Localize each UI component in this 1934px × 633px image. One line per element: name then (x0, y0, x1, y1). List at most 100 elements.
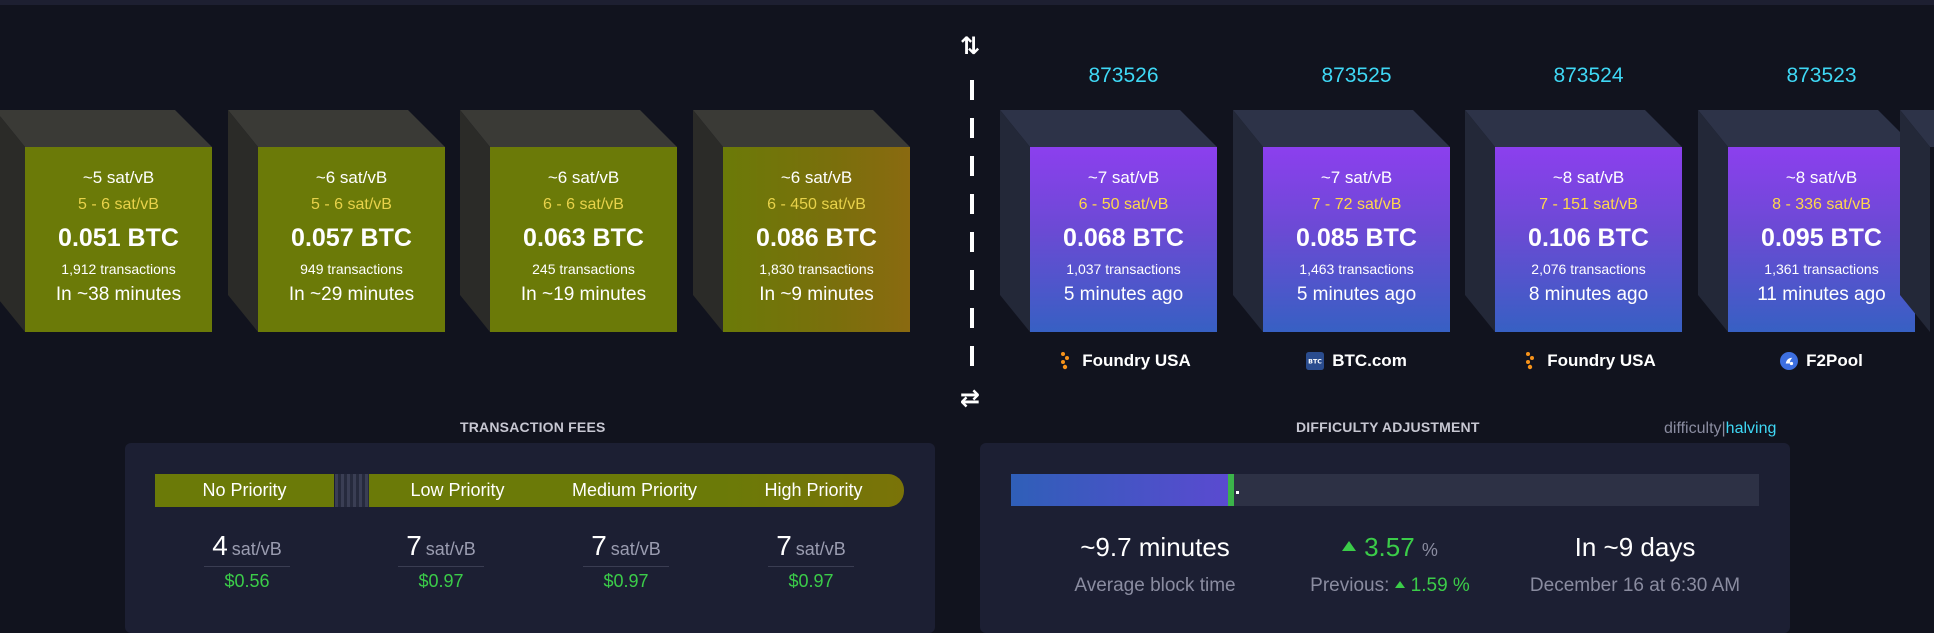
difficulty-title: DIFFICULTY ADJUSTMENT (1296, 419, 1480, 435)
fee-range: 7 - 151 sat/vB (1539, 196, 1638, 213)
block-age: 5 minutes ago (1063, 284, 1184, 305)
priority-gap (335, 474, 369, 507)
fee-usd: $0.56 (224, 571, 270, 591)
up-triangle-icon (1342, 541, 1357, 551)
difficulty-eta-date: December 16 at 6:30 AM (1529, 575, 1741, 596)
fee-estimate-medium: 7 sat/vB $0.97 (571, 530, 681, 592)
fee-range: 5 - 6 sat/vB (78, 196, 159, 213)
block-age: 8 minutes ago (1528, 284, 1649, 305)
pool-name: F2Pool (1806, 351, 1863, 370)
mining-pool[interactable]: Foundry USA (1495, 351, 1682, 371)
fee-estimate-low: 7 sat/vB $0.97 (386, 530, 496, 592)
fee-range: 8 - 336 sat/vB (1772, 196, 1871, 213)
mined-block[interactable]: ~8 sat/vB 7 - 151 sat/vB 0.106 BTC 2,076… (1465, 110, 1682, 332)
block-size-btc: 0.086 BTC (756, 224, 877, 252)
median-fee: ~8 sat/vB (1552, 168, 1625, 187)
top-strip (0, 0, 1934, 5)
partial-block-side (1900, 110, 1930, 332)
block-age: 5 minutes ago (1296, 284, 1417, 305)
mempool-divider (970, 80, 974, 370)
pool-name: BTC.com (1332, 351, 1407, 370)
block-size-btc: 0.051 BTC (58, 224, 179, 252)
median-fee: ~7 sat/vB (1320, 168, 1393, 187)
fee-range: 7 - 72 sat/vB (1311, 196, 1402, 213)
tx-count: 2,076 transactions (1531, 261, 1646, 277)
priority-bar: No Priority Low Priority Medium Priority… (155, 474, 904, 507)
svg-text:BTC: BTC (1308, 359, 1322, 366)
median-fee: ~7 sat/vB (1087, 168, 1160, 187)
pending-block[interactable]: ~5 sat/vB 5 - 6 sat/vB 0.051 BTC 1,912 t… (0, 110, 212, 332)
fee-range: 5 - 6 sat/vB (311, 196, 392, 213)
block-size-btc: 0.085 BTC (1296, 224, 1417, 252)
fees-title: TRANSACTION FEES (460, 419, 606, 435)
block-eta: In ~29 minutes (288, 284, 415, 305)
fee-range: 6 - 50 sat/vB (1078, 196, 1169, 213)
median-fee: ~6 sat/vB (780, 168, 853, 187)
fee-usd: $0.97 (418, 571, 464, 591)
mining-pool[interactable]: BTC BTC.com (1263, 351, 1450, 371)
block-size-btc: 0.095 BTC (1761, 224, 1882, 252)
block-height-link[interactable]: 873526 (1088, 64, 1159, 87)
foundry-icon (1056, 351, 1074, 371)
sort-arrows-icon[interactable]: ⇅ (960, 33, 981, 60)
pending-block[interactable]: ~6 sat/vB 5 - 6 sat/vB 0.057 BTC 949 tra… (228, 110, 445, 332)
block-height-link[interactable]: 873524 (1553, 64, 1624, 87)
pending-block[interactable]: ~6 sat/vB 6 - 450 sat/vB 0.086 BTC 1,830… (693, 110, 910, 332)
fee-estimate-high: 7 sat/vB $0.97 (756, 530, 866, 592)
block-size-btc: 0.057 BTC (291, 224, 412, 252)
pending-block[interactable]: ~6 sat/vB 6 - 6 sat/vB 0.063 BTC 245 tra… (460, 110, 677, 332)
block-age: 11 minutes ago (1757, 284, 1886, 305)
block-size-btc: 0.063 BTC (523, 224, 644, 252)
median-fee: ~8 sat/vB (1785, 168, 1858, 187)
difficulty-change-value: 3.57 (1364, 532, 1415, 562)
fee-rate: 7 (406, 530, 422, 561)
low-priority-label: Low Priority (369, 474, 546, 507)
mined-block[interactable]: ~7 sat/vB 6 - 50 sat/vB 0.068 BTC 1,037 … (1000, 110, 1217, 332)
fee-unit: sat/vB (425, 539, 476, 559)
mining-pool[interactable]: F2Pool (1728, 351, 1915, 371)
difficulty-eta: In ~9 days December 16 at 6:30 AM (1500, 532, 1770, 597)
no-priority-label: No Priority (155, 474, 334, 507)
block-height-link[interactable]: 873525 (1321, 64, 1392, 87)
avg-block-time-value: ~9.7 minutes (1080, 532, 1230, 562)
fee-range: 6 - 450 sat/vB (767, 196, 866, 213)
fee-usd: $0.97 (788, 571, 834, 591)
fee-unit: sat/vB (795, 539, 846, 559)
mined-block[interactable]: ~8 sat/vB 8 - 336 sat/vB 0.095 BTC 1,361… (1698, 110, 1915, 332)
pool-name: Foundry USA (1082, 351, 1191, 370)
fee-rate: 7 (776, 530, 792, 561)
median-fee: ~6 sat/vB (315, 168, 388, 187)
block-eta: In ~38 minutes (55, 284, 182, 305)
tx-count: 1,912 transactions (61, 261, 176, 277)
previous-label: Previous: (1310, 575, 1390, 596)
difficulty-progress-dot (1236, 491, 1239, 494)
pool-name: Foundry USA (1547, 351, 1656, 370)
mined-block[interactable]: ~7 sat/vB 7 - 72 sat/vB 0.085 BTC 1,463 … (1233, 110, 1450, 332)
block-size-btc: 0.106 BTC (1528, 224, 1649, 252)
difficulty-eta-value: In ~9 days (1574, 532, 1696, 562)
difficulty-progress-fill (1011, 474, 1228, 506)
high-priority-label: High Priority (723, 474, 904, 507)
difficulty-halving-toggle: difficulty|halving (1664, 420, 1776, 438)
toggle-difficulty[interactable]: difficulty (1664, 420, 1722, 437)
block-eta: In ~19 minutes (520, 284, 647, 305)
block-height-link[interactable]: 873523 (1786, 64, 1857, 87)
foundry-icon (1521, 351, 1539, 371)
difficulty-change: 3.57 % Previous: 1.59 % (1290, 532, 1490, 597)
tx-count: 1,037 transactions (1066, 261, 1181, 277)
fee-rate: 4 (212, 530, 228, 561)
avg-block-time: ~9.7 minutes Average block time (1040, 532, 1270, 597)
toggle-halving[interactable]: halving (1725, 420, 1777, 437)
medium-priority-label: Medium Priority (546, 474, 723, 507)
tx-count: 1,830 transactions (759, 261, 874, 277)
tx-count: 1,361 transactions (1764, 261, 1879, 277)
previous-change-value: 1.59 (1410, 575, 1448, 596)
difficulty-change-unit: % (1421, 540, 1438, 560)
fee-estimate-no-priority: 4 sat/vB $0.56 (192, 530, 302, 592)
fee-rate: 7 (591, 530, 607, 561)
difficulty-progress-marker (1228, 474, 1234, 506)
btccom-icon: BTC (1306, 351, 1325, 371)
mining-pool[interactable]: Foundry USA (1030, 351, 1217, 371)
fee-unit: sat/vB (231, 539, 282, 559)
swap-arrows-icon[interactable]: ⇄ (960, 385, 981, 412)
